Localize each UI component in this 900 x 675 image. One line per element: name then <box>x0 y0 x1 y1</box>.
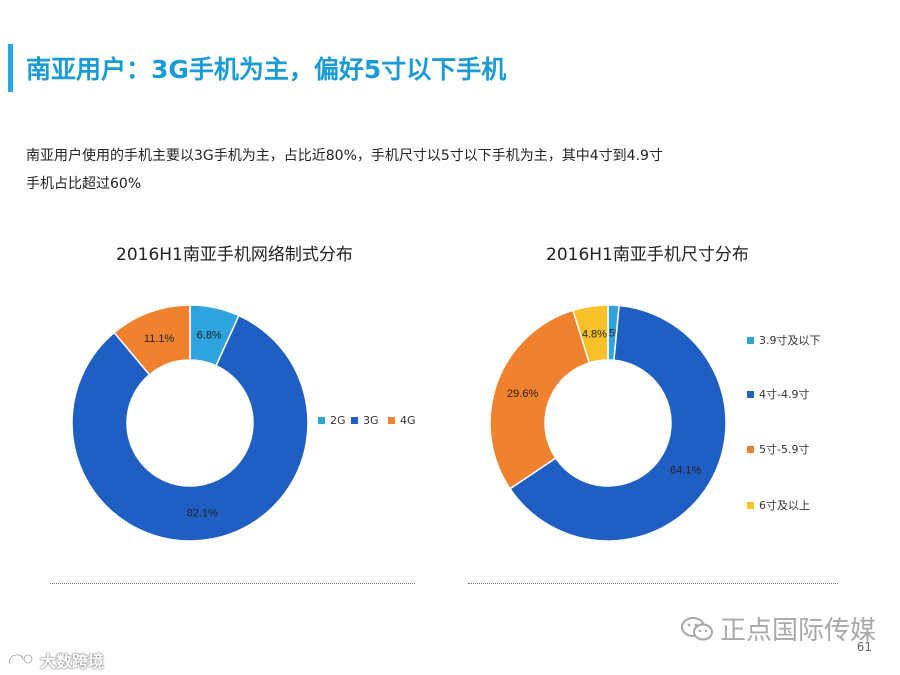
legend-label: 3.9寸及以下 <box>759 334 821 347</box>
legend-swatch <box>318 417 325 424</box>
legend-item-5寸-5.9寸: 5寸-5.9寸 <box>747 441 809 457</box>
summary-line-2: 手机占比超过60% <box>26 176 142 192</box>
legend-label: 4寸-4.9寸 <box>759 388 810 401</box>
data-label-5寸-5.9寸: 29.6% <box>507 388 538 400</box>
page-number: 61 <box>856 640 872 654</box>
watermark-text: 正点国际传媒 <box>719 616 876 646</box>
legend-label: 3G <box>363 414 379 427</box>
slice-6寸及以上 <box>572 304 609 364</box>
page-title: 南亚用户：3G手机为主，偏好5寸以下手机 <box>26 55 507 84</box>
corner-logo-text: 大数跨境 <box>40 652 105 671</box>
legend-swatch <box>747 445 754 453</box>
legend-swatch <box>747 501 754 509</box>
legend-item-2G: 2G <box>318 414 346 427</box>
legend-swatch <box>747 390 754 398</box>
data-label-6寸及以上: 4.8% <box>582 329 607 341</box>
chart-divider-right <box>468 583 838 584</box>
size-chart-title: 2016H1南亚手机尺寸分布 <box>546 245 749 265</box>
legend-item-6寸及以上: 6寸及以上 <box>747 497 810 513</box>
title-accent-bar <box>8 44 13 92</box>
data-label-4G: 11.1% <box>144 333 175 345</box>
data-label-2G: 6.8% <box>197 330 222 342</box>
network-donut-chart: 6.8% 82.1% 11.1% <box>71 304 309 542</box>
summary-text: 南亚用户使用的手机主要以3G手机为主，占比近80%，手机尺寸以5寸以下手机为主，… <box>26 142 726 198</box>
size-donut-chart: 1.5%64.1%29.6%4.8% <box>489 304 727 542</box>
slice-4寸-4.9寸 <box>508 304 727 542</box>
legend-label: 2G <box>330 414 346 427</box>
wechat-icon <box>680 616 713 640</box>
legend-swatch <box>747 336 754 344</box>
data-label-4寸-4.9寸: 64.1% <box>670 464 701 476</box>
chart-divider-left <box>50 583 415 584</box>
summary-line-1: 南亚用户使用的手机主要以3G手机为主，占比近80%，手机尺寸以5寸以下手机为主，… <box>26 148 663 164</box>
legend-swatch <box>388 417 395 424</box>
watermark: 正点国际传媒 <box>680 610 876 647</box>
legend-label: 4G <box>400 414 416 427</box>
legend-swatch <box>351 417 358 424</box>
logo-mark-icon <box>8 653 34 665</box>
network-chart-title: 2016H1南亚手机网络制式分布 <box>116 245 353 265</box>
slice-5寸-5.9寸 <box>489 309 591 490</box>
legend-item-4G: 4G <box>388 414 416 427</box>
legend-label: 5寸-5.9寸 <box>759 443 810 456</box>
legend-item-3.9寸及以下: 3.9寸及以下 <box>747 332 821 348</box>
slice-4G <box>113 304 191 376</box>
slice-3G <box>71 314 309 542</box>
legend-item-3G: 3G <box>351 414 379 427</box>
legend-label: 6寸及以上 <box>759 499 810 512</box>
legend-item-4寸-4.9寸: 4寸-4.9寸 <box>747 386 809 402</box>
data-label-3G: 82.1% <box>187 508 218 520</box>
corner-logo: 大数跨境 <box>6 648 104 672</box>
